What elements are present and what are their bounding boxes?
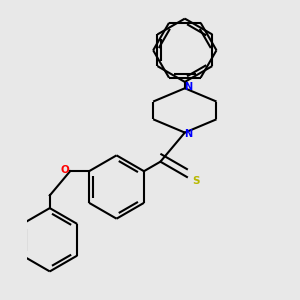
- Text: N: N: [184, 82, 193, 92]
- Text: O: O: [61, 165, 70, 175]
- Text: S: S: [192, 176, 200, 186]
- Text: N: N: [184, 129, 193, 139]
